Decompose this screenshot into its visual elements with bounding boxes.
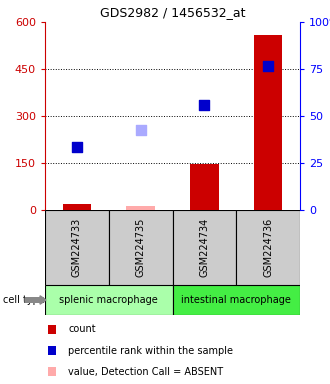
Bar	[190, 164, 219, 210]
Point	[265, 63, 271, 69]
Point	[138, 127, 143, 133]
Text: GSM224735: GSM224735	[136, 218, 146, 277]
Title: GDS2982 / 1456532_at: GDS2982 / 1456532_at	[100, 7, 245, 20]
Bar	[236, 210, 300, 285]
Bar	[173, 285, 300, 315]
Text: percentile rank within the sample: percentile rank within the sample	[68, 346, 233, 356]
Text: value, Detection Call = ABSENT: value, Detection Call = ABSENT	[68, 367, 223, 377]
Text: intestinal macrophage: intestinal macrophage	[181, 295, 291, 305]
Bar	[109, 210, 173, 285]
Bar	[173, 210, 236, 285]
Text: GSM224736: GSM224736	[263, 218, 273, 277]
Point	[202, 102, 207, 108]
Text: GSM224733: GSM224733	[72, 218, 82, 277]
Point	[74, 144, 80, 151]
Bar	[62, 204, 91, 210]
Text: GSM224734: GSM224734	[199, 218, 209, 277]
Text: splenic macrophage: splenic macrophage	[59, 295, 158, 305]
Text: cell type: cell type	[3, 295, 45, 305]
Bar	[254, 35, 282, 210]
Text: count: count	[68, 324, 96, 334]
Bar	[45, 210, 109, 285]
Bar	[126, 206, 155, 210]
Bar	[45, 285, 173, 315]
